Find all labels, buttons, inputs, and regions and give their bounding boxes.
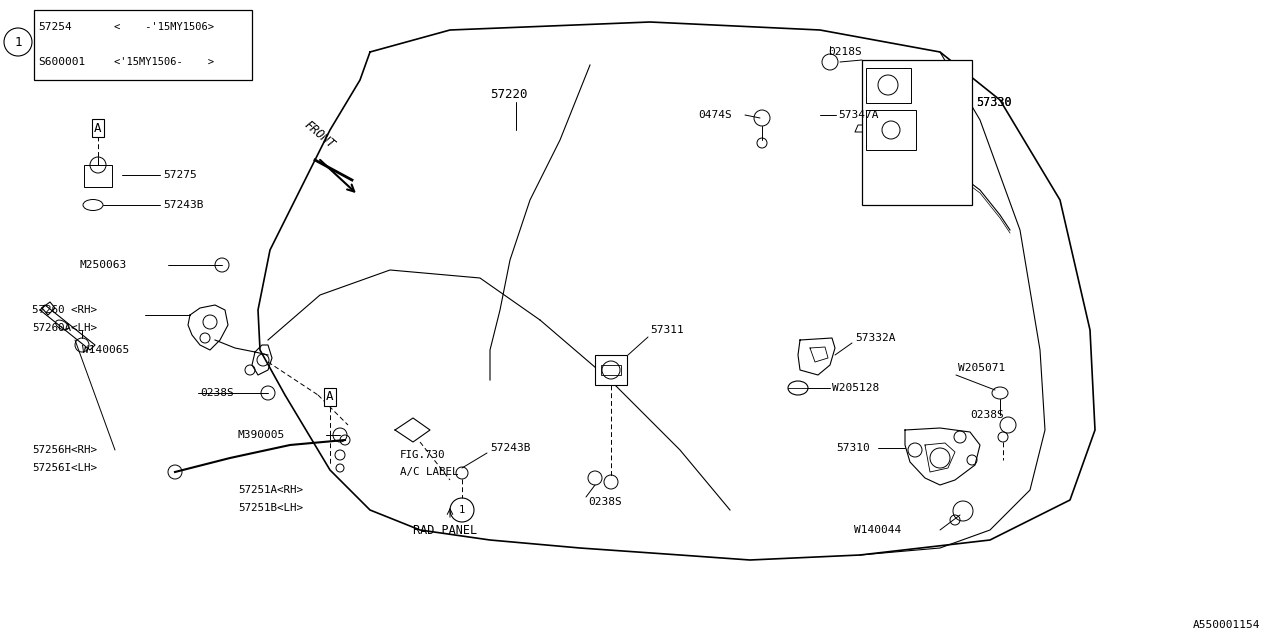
Text: M390005: M390005 [238,430,285,440]
Bar [867,110,916,150]
Text: 57256I<LH>: 57256I<LH> [32,463,97,473]
Text: 57254: 57254 [38,22,72,32]
Text: 57332A: 57332A [855,333,896,343]
Text: S600001: S600001 [38,57,86,67]
Bar [861,60,972,205]
Text: 57310: 57310 [836,443,869,453]
Bar [595,355,627,385]
Text: 57260A<LH>: 57260A<LH> [32,323,97,333]
Text: 0238S: 0238S [200,388,234,398]
Text: M250063: M250063 [79,260,127,270]
Text: 57256H<RH>: 57256H<RH> [32,445,97,455]
Text: 1: 1 [14,35,22,49]
Text: A550001154: A550001154 [1193,620,1260,630]
Text: 57347A: 57347A [838,110,878,120]
Text: 0474S: 0474S [698,110,732,120]
Text: FIG.730: FIG.730 [399,450,445,460]
Text: W140044: W140044 [854,525,901,535]
Text: 57243B: 57243B [490,443,530,453]
Text: 57330: 57330 [977,95,1011,109]
Text: 57251A<RH>: 57251A<RH> [238,485,303,495]
Bar [867,68,911,103]
Text: A/C LABEL: A/C LABEL [399,467,458,477]
Text: A: A [326,390,334,403]
Text: 0238S: 0238S [588,497,622,507]
Text: 0238S: 0238S [970,410,1004,420]
Text: 57275: 57275 [163,170,197,180]
Text: A: A [95,122,101,134]
Text: 57260 <RH>: 57260 <RH> [32,305,97,315]
Text: 57311: 57311 [650,325,684,335]
Text: W205128: W205128 [832,383,879,393]
Text: W205071: W205071 [957,363,1005,373]
Bar [602,365,621,375]
Text: RAD PANEL: RAD PANEL [413,524,477,536]
Text: 57220: 57220 [490,88,527,102]
Bar [84,165,113,187]
Text: W140065: W140065 [82,345,129,355]
Bar [35,10,252,80]
Text: <'15MY1506-    >: <'15MY1506- > [114,57,214,67]
Text: 57251B<LH>: 57251B<LH> [238,503,303,513]
Text: 57243B: 57243B [163,200,204,210]
Text: <    -'15MY1506>: < -'15MY1506> [114,22,214,32]
Text: FRONT: FRONT [302,118,338,151]
Text: 0218S: 0218S [828,47,861,57]
Text: 1: 1 [458,505,465,515]
Text: 57330: 57330 [977,95,1011,109]
